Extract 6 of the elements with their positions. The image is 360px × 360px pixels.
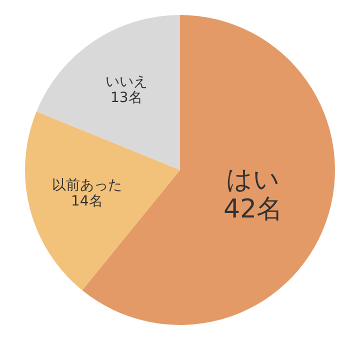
data-label: 14名 <box>70 194 103 210</box>
slice-label: 以前あった <box>52 177 122 194</box>
slice-label: いいえ <box>105 74 148 90</box>
data-label: 13名 <box>110 90 142 106</box>
slice-label: はい <box>226 164 280 195</box>
data-label: 42名 <box>223 194 283 225</box>
